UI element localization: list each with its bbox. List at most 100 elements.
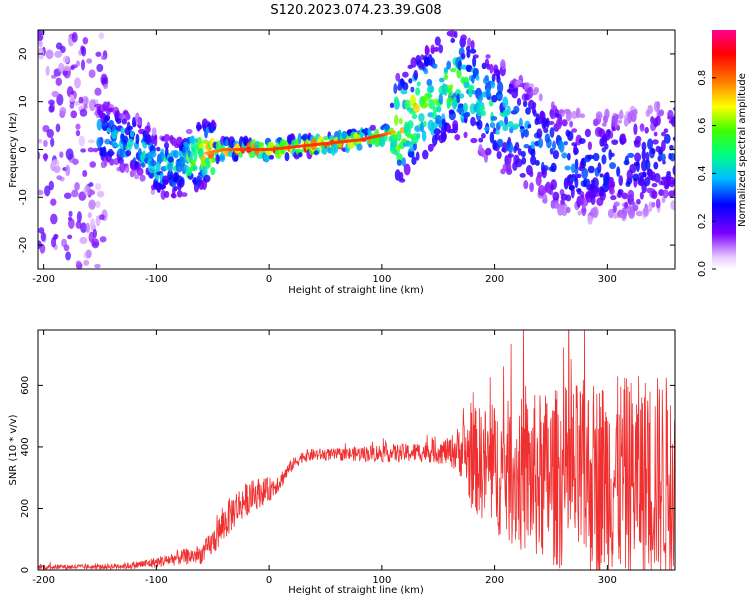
spectrogram-cell — [50, 137, 55, 148]
spectrogram-cell — [624, 201, 629, 210]
y-tick-label: -10 — [18, 189, 29, 205]
spectrogram-cell — [632, 173, 640, 182]
spectrogram-cell — [127, 125, 133, 131]
spectrogram-cell — [59, 151, 64, 159]
spectrogram-cell — [149, 150, 157, 158]
spectrogram-cell — [576, 196, 582, 208]
spectrogram-cell — [211, 156, 217, 163]
spectrogram-cell — [577, 173, 582, 179]
spectrogram-cell — [101, 77, 108, 84]
spectrogram-heatmap — [38, 30, 675, 269]
spectrogram-cell — [496, 93, 503, 99]
spectrogram-cell — [79, 108, 88, 117]
spectrogram-cell — [502, 96, 509, 108]
spectrogram-cell — [566, 152, 571, 161]
spectrogram-cell — [460, 34, 467, 41]
spectrogram-cell — [127, 138, 134, 148]
spectrogram-cell — [422, 149, 429, 160]
spectrogram-cell — [512, 123, 520, 128]
spectrogram-cell — [167, 156, 175, 163]
spectrogram-cell — [313, 150, 319, 156]
spectrogram-cell — [54, 233, 59, 239]
spectrogram-cell — [577, 210, 582, 216]
spectrogram-cell — [642, 172, 647, 178]
spectrogram-cell — [75, 123, 81, 130]
spectrogram-cell — [542, 193, 548, 204]
spectrogram-cell — [544, 133, 550, 143]
spectrogram-cell — [632, 204, 639, 212]
spectrogram-cell — [443, 74, 449, 81]
spectrogram-cell — [88, 69, 96, 79]
spectrogram-cell — [224, 139, 230, 147]
spectrogram-cell — [601, 154, 607, 165]
spectrogram-cell — [496, 151, 502, 160]
spectrogram-cell — [478, 95, 483, 102]
spectrogram-cell — [144, 125, 151, 134]
spectrogram-cell — [85, 249, 92, 259]
spectrogram-cell — [472, 56, 477, 68]
spectrogram-cell — [530, 148, 536, 158]
spectrogram-cell — [43, 139, 48, 148]
spectrogram-cell — [529, 170, 534, 178]
spectrogram-cell — [423, 102, 429, 108]
spectrogram-cell — [637, 176, 644, 183]
spectrogram-cell — [574, 176, 579, 189]
spectrogram-cell — [587, 141, 593, 151]
spectrogram-cell — [504, 115, 509, 126]
spectrogram-cell — [423, 68, 429, 75]
spectrogram-cell — [404, 99, 411, 110]
spectrogram-cell — [74, 182, 80, 191]
spectrogram-cell — [527, 124, 532, 129]
snr-y-label: SNR (10 * v/v) — [8, 414, 19, 485]
spectrogram-cell — [257, 142, 265, 147]
spectrogram-cell — [401, 157, 406, 167]
spectrogram-cell — [389, 102, 395, 108]
spectrogram-cell — [407, 151, 415, 158]
spectrogram-cell — [411, 156, 417, 165]
spectrogram-cell — [629, 163, 637, 174]
spectrogram-cell — [470, 116, 476, 127]
spectrogram-cell — [395, 72, 401, 82]
spectrogram-y-label: Frequency (Hz) — [8, 112, 19, 188]
spectrogram-cell — [125, 150, 132, 157]
spectrogram-cell — [636, 198, 641, 205]
spectrogram-cell — [67, 216, 72, 221]
spectrogram-cell — [450, 38, 456, 43]
spectrogram-cell — [660, 153, 666, 162]
spectrogram-cell — [653, 131, 658, 137]
spectrogram-cell — [94, 263, 101, 269]
spectrogram-cell — [50, 236, 57, 248]
spectrogram-cell — [68, 210, 73, 217]
spectrogram-cell — [608, 149, 613, 161]
spectrogram-cell — [453, 30, 458, 39]
spectrogram-cell — [298, 152, 303, 158]
spectrogram-cell — [617, 189, 624, 195]
spectrogram-cell — [523, 143, 530, 149]
spectrogram-cell — [103, 83, 108, 90]
spectrogram-cell — [398, 117, 403, 125]
spectrogram-cell — [51, 90, 59, 98]
spectrogram-cell — [584, 128, 591, 138]
spectrogram-cell — [180, 192, 188, 197]
spectrogram-cell — [615, 124, 620, 130]
spectrogram-cell — [536, 128, 543, 139]
spectrogram-cell — [609, 187, 615, 195]
colorbar: 0.0 0.2 0.4 0.6 0.8 Normalized spectral ampl… — [697, 30, 748, 277]
spectrogram-cell — [75, 260, 82, 266]
spectrogram-cell — [424, 46, 430, 56]
spectrogram-cell — [81, 46, 87, 57]
spectrogram-cell — [69, 94, 75, 103]
spectrogram-cell — [655, 115, 661, 126]
spectrogram-cell — [124, 112, 131, 121]
spectrogram-x-label: Height of straight line (km) — [288, 285, 424, 296]
spectrogram-cell — [653, 161, 659, 170]
spectrogram-cell — [561, 119, 568, 127]
spectrogram-cell — [633, 139, 641, 148]
spectrogram-cell — [616, 166, 621, 177]
spectrogram-cell — [95, 200, 101, 209]
spectrogram-cell — [579, 113, 586, 119]
colorbar-tick-label: 0.6 — [697, 118, 708, 134]
spectrogram-cell — [98, 32, 105, 40]
spectrogram-cell — [455, 88, 461, 96]
spectrogram-cell — [38, 151, 41, 160]
